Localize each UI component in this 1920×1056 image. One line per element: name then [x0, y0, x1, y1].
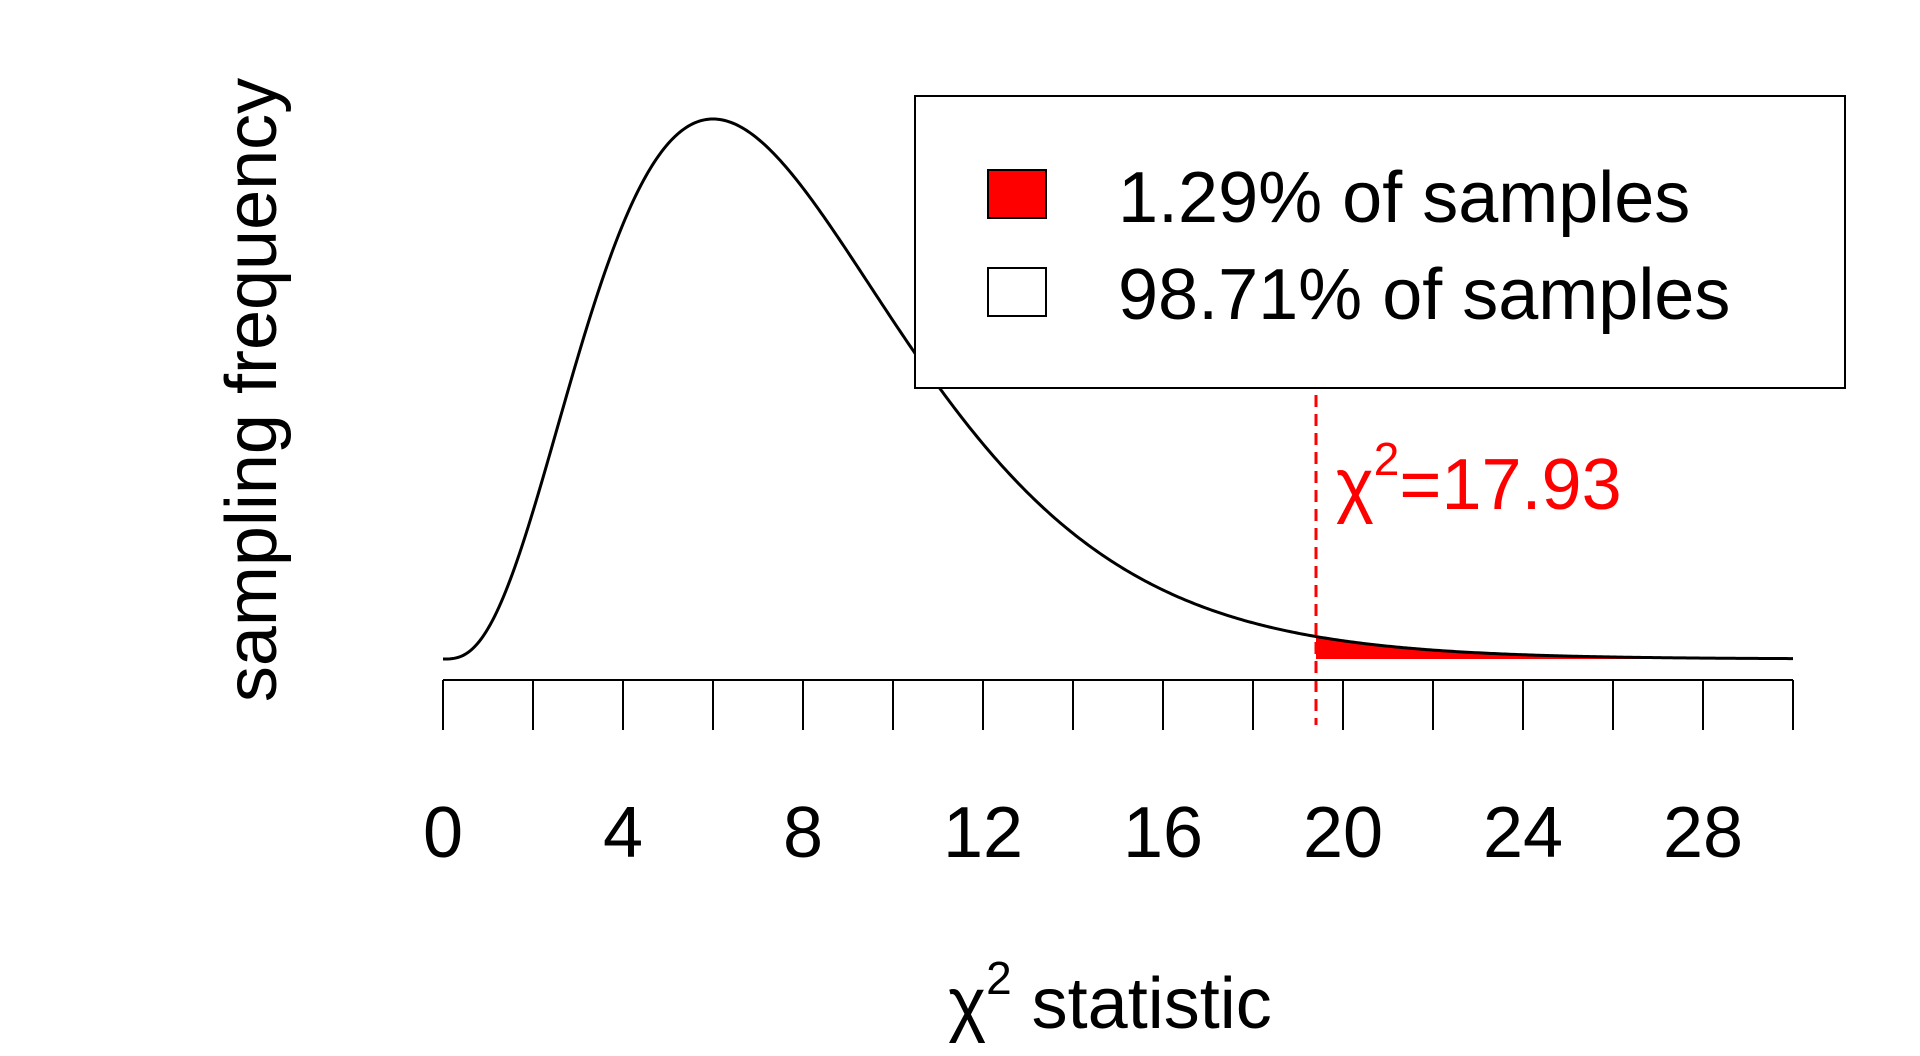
- x-axis-label-superscript: 2: [986, 952, 1012, 1004]
- x-tick-label: 24: [1483, 793, 1563, 873]
- annotation-text: =17.93: [1399, 445, 1621, 525]
- x-axis-label-symbol: χ: [948, 964, 986, 1044]
- legend-swatch-white: [987, 267, 1047, 317]
- x-tick-label: 12: [943, 793, 1023, 873]
- x-tick-label: 16: [1123, 793, 1203, 873]
- x-axis: 0 4 8 12 16 20 24 28: [423, 679, 1794, 873]
- annotation-symbol: χ: [1336, 445, 1374, 525]
- tail-area: [1316, 636, 1793, 659]
- x-tick-label: 20: [1303, 793, 1383, 873]
- x-tick-label: 28: [1663, 793, 1743, 873]
- density-curve: [442, 117, 1794, 661]
- x-axis-label-text: statistic: [1012, 964, 1272, 1044]
- x-tick-label: 4: [603, 793, 643, 873]
- legend-box: [914, 95, 1846, 389]
- x-tick-label: 0: [423, 793, 463, 873]
- legend-label-white: 98.71% of samples: [1118, 255, 1730, 335]
- x-tick-label: 8: [783, 793, 823, 873]
- annotation-superscript: 2: [1374, 433, 1400, 485]
- x-axis-label: χ2 statistic: [948, 952, 1271, 1044]
- legend-label-red: 1.29% of samples: [1118, 158, 1690, 238]
- statistic-annotation: χ2=17.93: [1336, 433, 1622, 525]
- y-axis-label: sampling frequency: [212, 78, 292, 702]
- legend-swatch-red: [987, 169, 1047, 219]
- legend: 1.29% of samples 98.71% of samples: [914, 95, 1846, 389]
